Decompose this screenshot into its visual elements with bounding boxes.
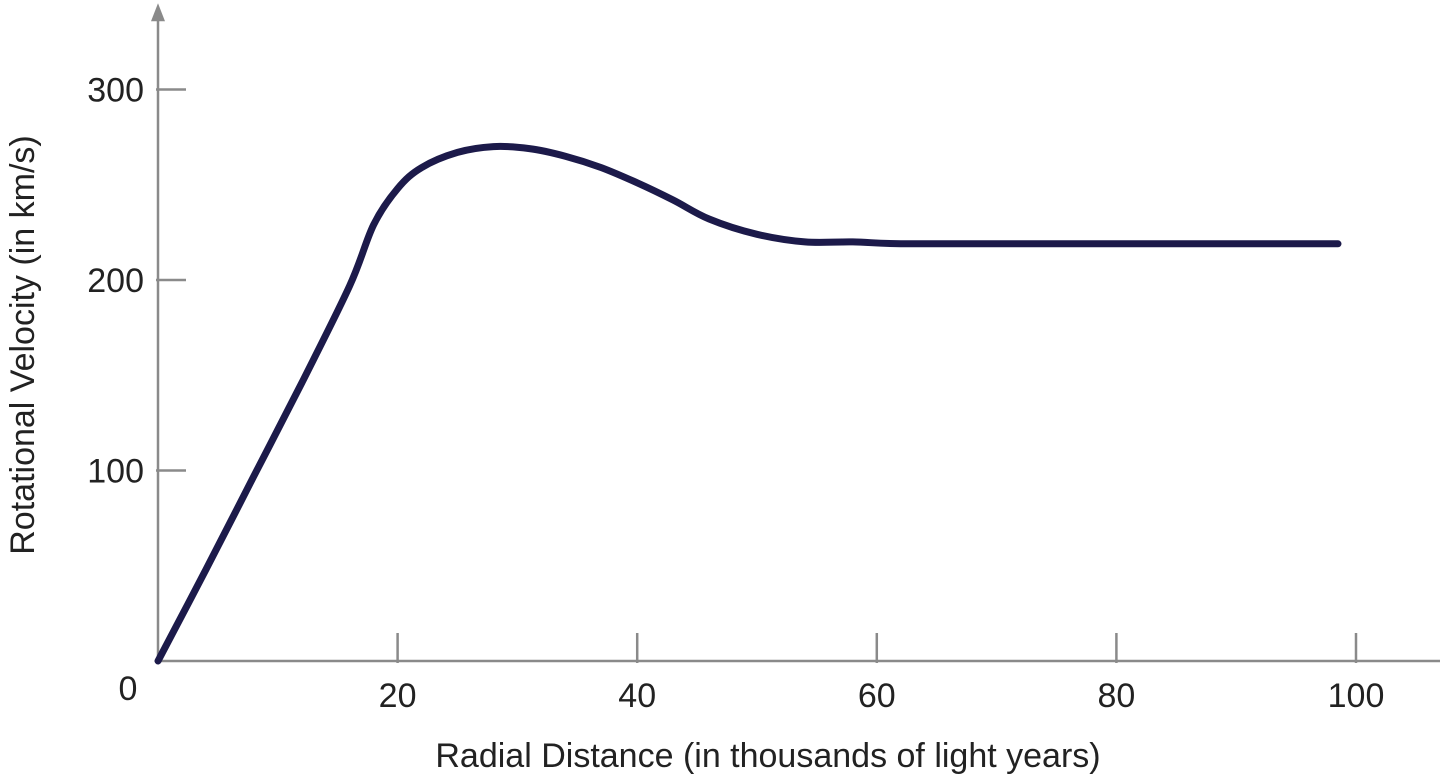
y-tick-label: 300 bbox=[87, 72, 144, 110]
x-tick-label: 60 bbox=[858, 677, 896, 715]
y-tick-label: 100 bbox=[87, 453, 144, 491]
x-tick-label: 40 bbox=[618, 677, 656, 715]
y-tick-label: 200 bbox=[87, 262, 144, 300]
x-axis-title: Radial Distance (in thousands of light y… bbox=[435, 737, 1100, 775]
origin-label: 0 bbox=[119, 670, 138, 708]
series-layer bbox=[154, 142, 1342, 665]
ticks: 20 40 60 80 100 100 200 300 bbox=[87, 72, 1384, 716]
x-tick-label: 20 bbox=[379, 677, 417, 715]
y-axis-title: Rotational Velocity (in km/s) bbox=[4, 135, 42, 555]
y-axis-arrow bbox=[151, 3, 165, 22]
x-tick-label: 80 bbox=[1097, 677, 1135, 715]
axes bbox=[151, 3, 1440, 663]
rotation-curve-line-0 bbox=[154, 142, 1342, 665]
x-tick-label: 100 bbox=[1328, 677, 1385, 715]
